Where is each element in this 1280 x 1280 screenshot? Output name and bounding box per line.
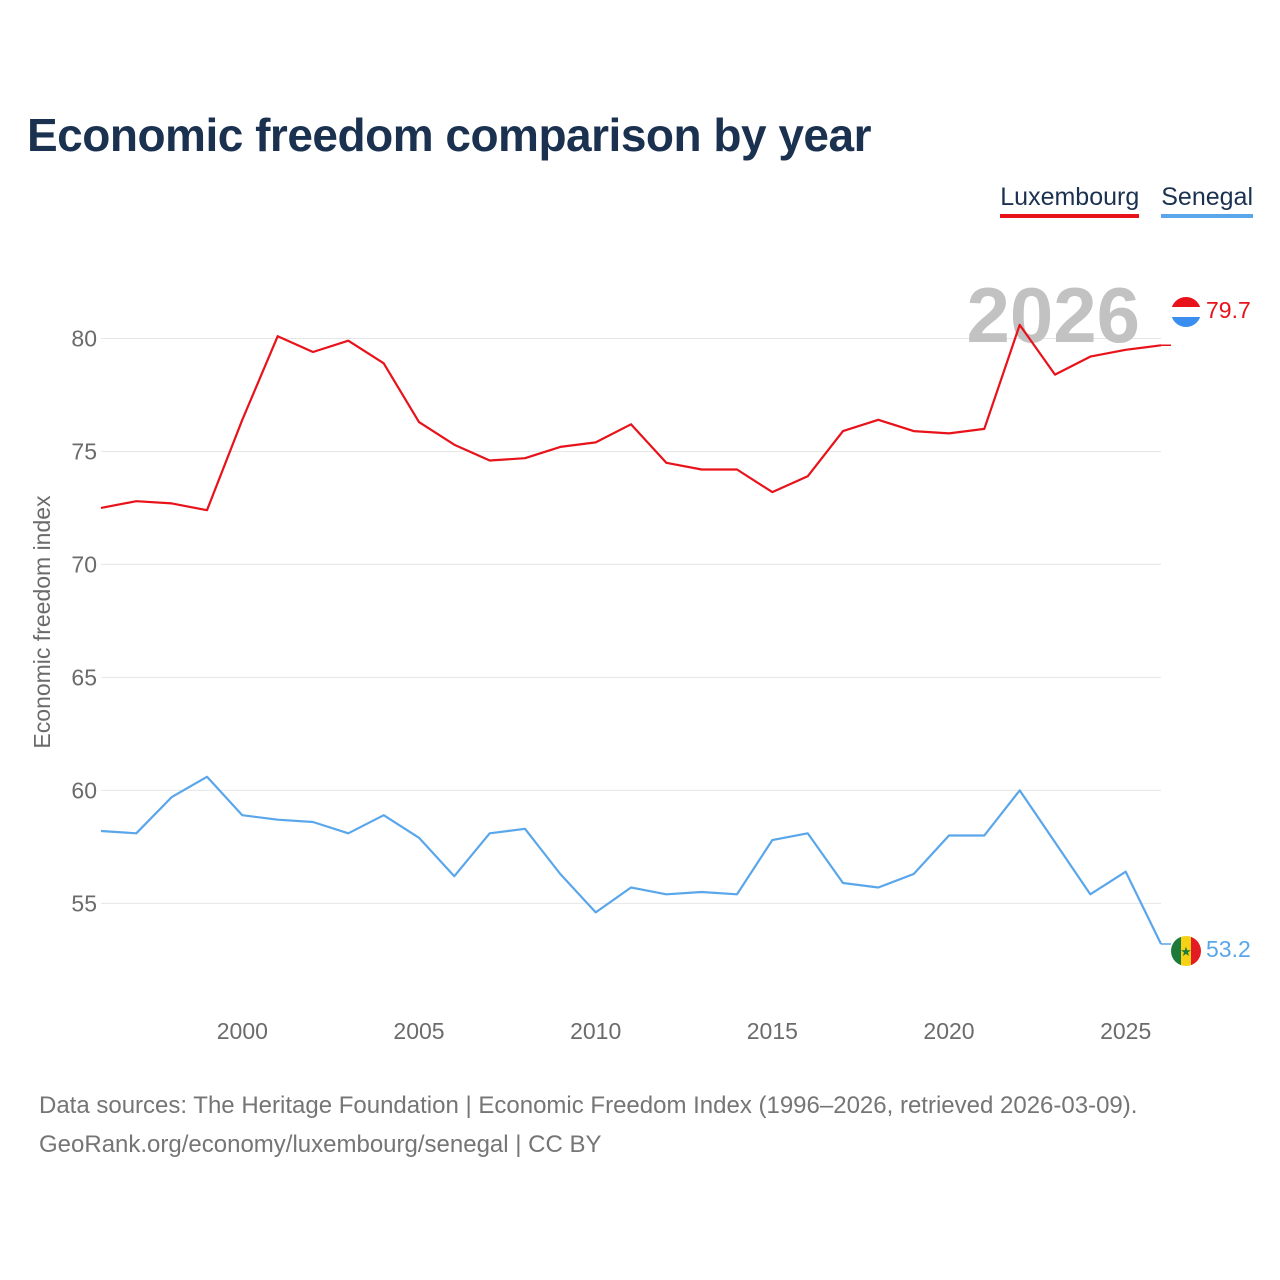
y-tick-label: 60 xyxy=(71,777,97,803)
y-tick-label: 80 xyxy=(71,325,97,351)
legend-item-luxembourg[interactable]: Luxembourg xyxy=(1000,183,1140,218)
x-tick-label: 2005 xyxy=(393,1018,444,1044)
x-tick-label: 2025 xyxy=(1100,1018,1151,1044)
x-tick-label: 2010 xyxy=(570,1018,621,1044)
svg-text:★: ★ xyxy=(1180,945,1192,960)
x-tick-label: 2015 xyxy=(747,1018,798,1044)
luxembourg-flag-icon xyxy=(1171,297,1201,327)
senegal-flag-icon: ★ xyxy=(1171,936,1201,966)
legend-item-senegal[interactable]: Senegal xyxy=(1161,183,1253,218)
x-tick-label: 2000 xyxy=(217,1018,268,1044)
senegal-end-label: 53.2 xyxy=(1206,936,1251,962)
series-line-senegal xyxy=(100,775,1162,945)
source-line-2: GeoRank.org/economy/luxembourg/senegal |… xyxy=(39,1131,602,1158)
x-tick-label: 2020 xyxy=(923,1018,974,1044)
source-note: Data sources: The Heritage Foundation | … xyxy=(39,1086,1137,1164)
y-tick-label: 75 xyxy=(71,438,97,464)
y-axis-label: Economic freedom index xyxy=(29,495,55,749)
line-chart: 2026 55 60 65 70 75 80 2000 2005 2010 2015 2020 202… xyxy=(29,271,1251,1044)
source-line-1: Data sources: The Heritage Foundation | … xyxy=(39,1092,1138,1119)
y-tick-label: 65 xyxy=(71,664,97,690)
y-tick-label: 55 xyxy=(71,890,97,916)
chart-title: Economic freedom comparison by year xyxy=(27,109,872,161)
series-line-luxembourg xyxy=(100,323,1162,512)
luxembourg-end-label: 79.7 xyxy=(1206,297,1251,323)
year-watermark: 2026 xyxy=(966,271,1140,359)
legend: Luxembourg Senegal xyxy=(1000,183,1253,218)
y-tick-label: 70 xyxy=(71,551,97,577)
